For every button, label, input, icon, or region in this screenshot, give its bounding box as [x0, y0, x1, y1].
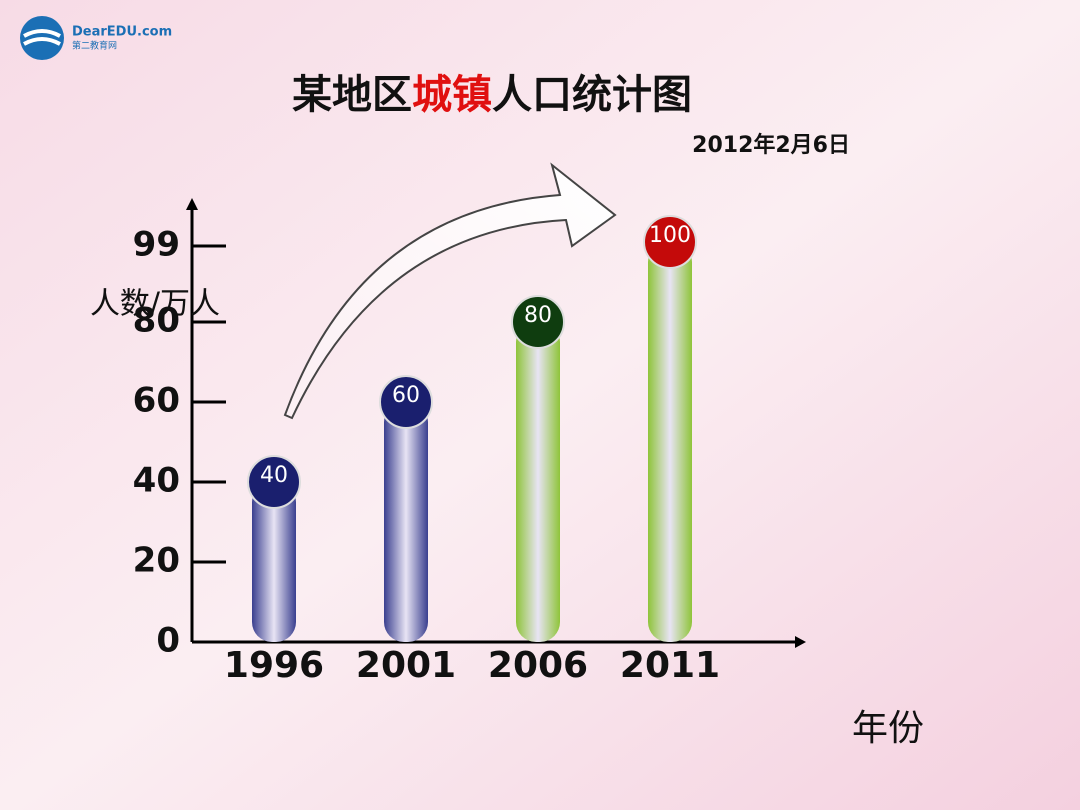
value-label: 40 — [260, 463, 288, 488]
value-label: 60 — [392, 383, 420, 408]
bar-marker — [379, 375, 433, 429]
logo: DearEDU.com 第二教育网 — [20, 16, 172, 60]
bar — [384, 402, 428, 642]
bar — [516, 322, 560, 642]
bar-marker — [643, 215, 697, 269]
x-tick-label: 2006 — [488, 645, 588, 686]
y-tick-label: 20 — [133, 541, 180, 581]
y-tick-label: 0 — [156, 621, 180, 661]
y-tick-label: 40 — [133, 461, 180, 501]
title-segment: 城镇 — [412, 71, 492, 118]
x-axis-arrow — [795, 636, 806, 648]
bar — [252, 482, 296, 642]
y-axis-label: 人数/万人 — [90, 287, 220, 322]
logo-subtitle: 第二教育网 — [72, 40, 117, 52]
trend-arrow — [283, 162, 617, 420]
title-segment: 人口统计图 — [492, 71, 692, 118]
x-tick-label: 1996 — [224, 645, 324, 686]
bar-marker — [247, 455, 301, 509]
value-label: 80 — [524, 303, 552, 328]
logo-wave — [23, 29, 61, 46]
x-axis-label: 年份 — [852, 708, 924, 749]
title-segment: 某地区 — [292, 71, 412, 118]
chart-title: 某地区城镇人口统计图 — [292, 71, 692, 118]
y-axis-arrow — [186, 198, 198, 210]
value-label: 100 — [649, 223, 691, 248]
y-tick-label: 60 — [133, 381, 180, 421]
logo-name: DearEDU.com — [72, 25, 172, 40]
x-tick-label: 2001 — [356, 645, 456, 686]
bar — [648, 242, 692, 642]
x-tick-label: 2011 — [620, 645, 720, 686]
bar-marker — [511, 295, 565, 349]
y-tick-label: 80 — [133, 301, 180, 341]
date: 2012年2月6日 — [692, 132, 850, 158]
y-tick-label: 99 — [133, 225, 180, 265]
